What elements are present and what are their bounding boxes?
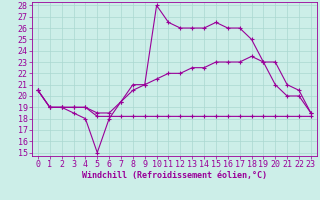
X-axis label: Windchill (Refroidissement éolien,°C): Windchill (Refroidissement éolien,°C) xyxy=(82,171,267,180)
